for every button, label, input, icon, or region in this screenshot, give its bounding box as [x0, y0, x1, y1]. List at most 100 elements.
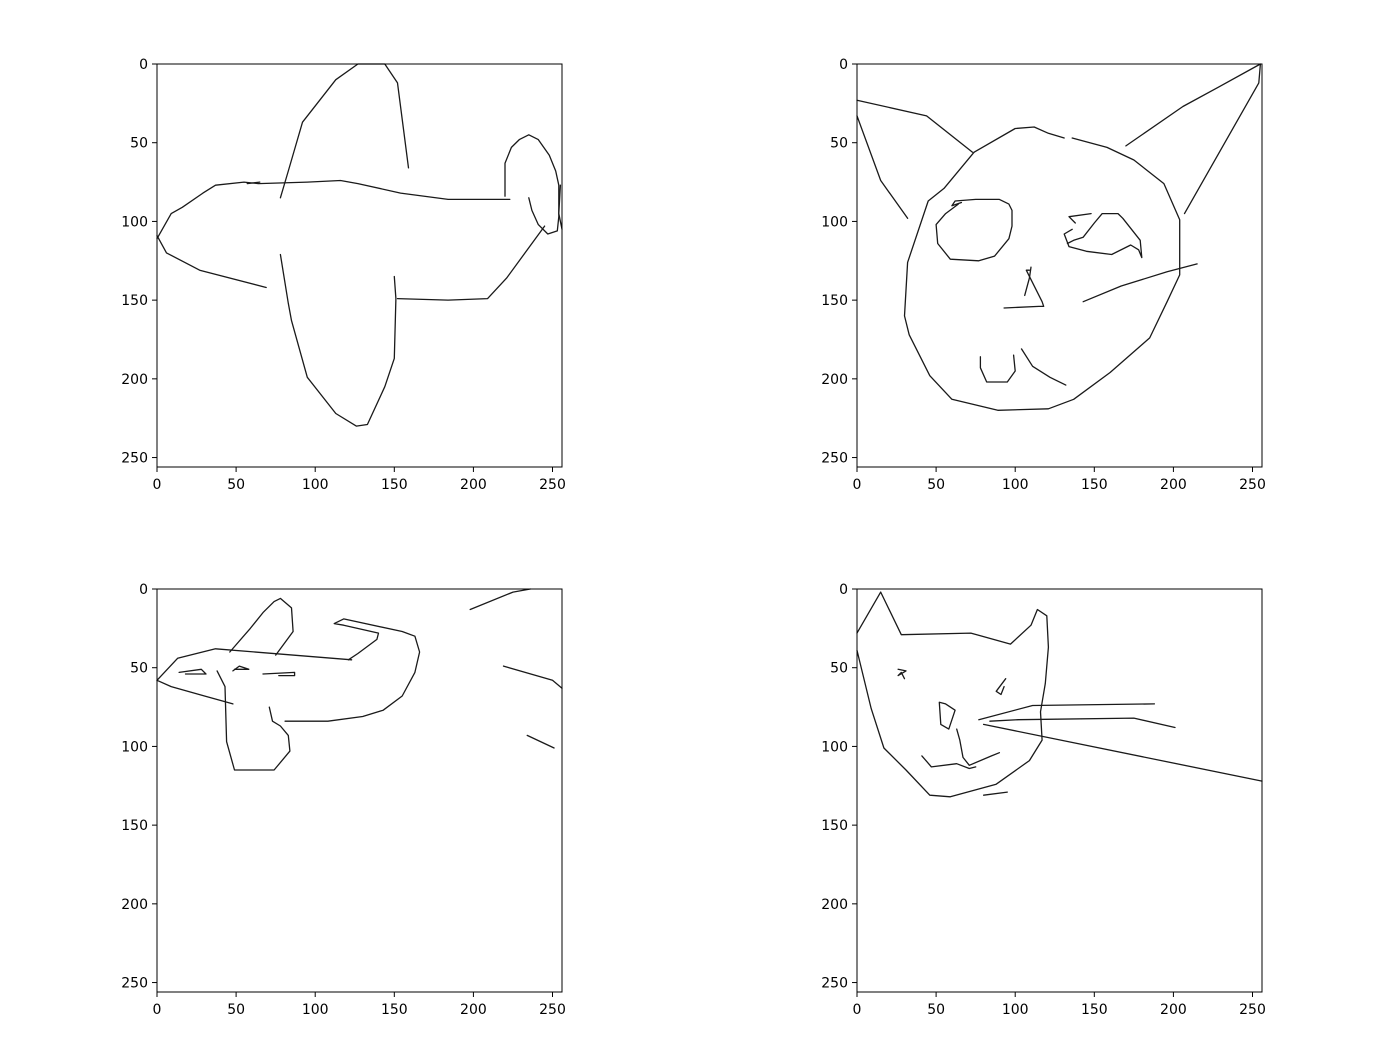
x-tick-label: 200: [1160, 1002, 1187, 1018]
sketch-stroke: [156, 234, 267, 289]
sketch-stroke: [178, 668, 207, 675]
sketch-stroke: [156, 648, 353, 681]
sketch-stroke: [1082, 263, 1198, 303]
y-tick-label: 100: [121, 739, 148, 755]
x-tick-label: 100: [1002, 477, 1029, 493]
plot-area: [157, 589, 562, 992]
y-tick-label: 200: [121, 372, 148, 388]
plot-area: [857, 64, 1262, 467]
x-tick-label: 150: [381, 477, 408, 493]
sketch-stroke: [279, 253, 397, 427]
y-tick-label: 50: [830, 661, 848, 677]
y-tick-label: 150: [821, 293, 848, 309]
sketch-stroke: [1068, 212, 1092, 224]
y-tick-label: 150: [121, 818, 148, 834]
x-tick-label: 0: [153, 477, 162, 493]
x-tick-label: 250: [539, 1002, 566, 1018]
sketch-strokes: [156, 63, 563, 427]
y-tick-label: 250: [821, 451, 848, 467]
sketch-stroke: [982, 723, 1263, 782]
sketch-stroke: [156, 679, 234, 705]
y-tick-label: 50: [130, 661, 148, 677]
sketch-strokes: [856, 591, 1263, 798]
axes-frame: [156, 63, 563, 468]
axes-frame: [156, 588, 563, 993]
panel-4: 0 50 100 150 200 250 0 50 100 150 200 250: [821, 582, 1266, 1018]
y-tick-label: 150: [121, 293, 148, 309]
sketch-stroke: [232, 665, 250, 672]
sketch-stroke: [856, 115, 909, 219]
sketch-stroke: [982, 791, 1008, 796]
x-tick-label: 0: [853, 1002, 862, 1018]
x-tick-label: 0: [853, 477, 862, 493]
y-tick-label: 50: [830, 136, 848, 152]
y-tick-label: 200: [821, 897, 848, 913]
sketch-stroke: [469, 588, 532, 611]
x-tick-label: 100: [302, 1002, 329, 1018]
sketch-stroke: [156, 179, 511, 240]
y-tick-label: 150: [821, 818, 848, 834]
x-tick-label: 250: [1239, 1002, 1266, 1018]
y-tick-label: 0: [839, 57, 848, 73]
x-tick-label: 150: [1081, 477, 1108, 493]
y-tick-label: 250: [121, 976, 148, 992]
x-tick-label: 50: [227, 477, 245, 493]
sketch-stroke: [979, 354, 1016, 383]
panel-2: 0 50 100 150 200 250 0 50 100 150 200 250: [821, 57, 1266, 493]
panel-3: 0 50 100 150 200 250 0 50 100 150 200 250: [121, 582, 566, 1018]
sketch-strokes: [856, 63, 1262, 411]
sketch-stroke: [279, 63, 410, 199]
sketch-stroke: [921, 755, 977, 770]
x-tick-label: 50: [927, 477, 945, 493]
sketch-stroke: [978, 703, 1156, 721]
y-tick-label: 250: [121, 451, 148, 467]
sketch-stroke: [1024, 266, 1032, 297]
panel-1: 0 50 100 150 200 250 0 50 100 150 200 250: [121, 57, 566, 493]
x-tick-label: 200: [1160, 477, 1187, 493]
y-tick-label: 100: [821, 214, 848, 230]
y-tick-label: 250: [821, 976, 848, 992]
sketch-stroke: [229, 597, 294, 656]
y-tick-label: 50: [130, 136, 148, 152]
sketch-stroke: [956, 728, 1001, 766]
sketch-stroke: [897, 668, 907, 680]
x-tick-label: 250: [1239, 477, 1266, 493]
sketch-stroke: [1003, 269, 1045, 309]
sketch-stroke: [856, 99, 974, 153]
sketch-stroke: [856, 591, 1050, 798]
sketch-stroke: [935, 198, 1013, 262]
sketch-stroke: [284, 618, 421, 722]
x-tick-label: 50: [927, 1002, 945, 1018]
x-tick-label: 0: [153, 1002, 162, 1018]
y-tick-label: 0: [839, 582, 848, 598]
y-tick-label: 0: [139, 582, 148, 598]
x-tick-label: 150: [381, 1002, 408, 1018]
y-tick-label: 100: [121, 214, 148, 230]
x-tick-label: 200: [460, 1002, 487, 1018]
sketch-stroke: [396, 225, 546, 301]
sketch-stroke: [262, 671, 296, 677]
sketch-stroke: [903, 137, 1181, 411]
axes-frame: [856, 588, 1263, 993]
y-tick-label: 200: [821, 372, 848, 388]
x-tick-label: 100: [1002, 1002, 1029, 1018]
sketch-stroke: [1020, 348, 1067, 386]
x-tick-label: 100: [302, 477, 329, 493]
sketch-stroke: [504, 134, 560, 235]
x-tick-label: 250: [539, 477, 566, 493]
sketch-stroke: [973, 126, 1065, 153]
sketch-stroke: [1063, 212, 1143, 259]
y-tick-label: 200: [121, 897, 148, 913]
sketch-stroke: [938, 701, 956, 730]
sketch-stroke: [216, 670, 291, 771]
plot-area: [857, 589, 1262, 992]
x-tick-label: 200: [460, 477, 487, 493]
sketch-stroke: [995, 678, 1007, 696]
x-tick-label: 150: [1081, 1002, 1108, 1018]
sketch-strokes: [156, 588, 563, 771]
sketch-stroke: [1125, 63, 1262, 215]
y-tick-label: 0: [139, 57, 148, 73]
axes-frame: [856, 63, 1263, 468]
sketch-stroke: [989, 717, 1176, 729]
